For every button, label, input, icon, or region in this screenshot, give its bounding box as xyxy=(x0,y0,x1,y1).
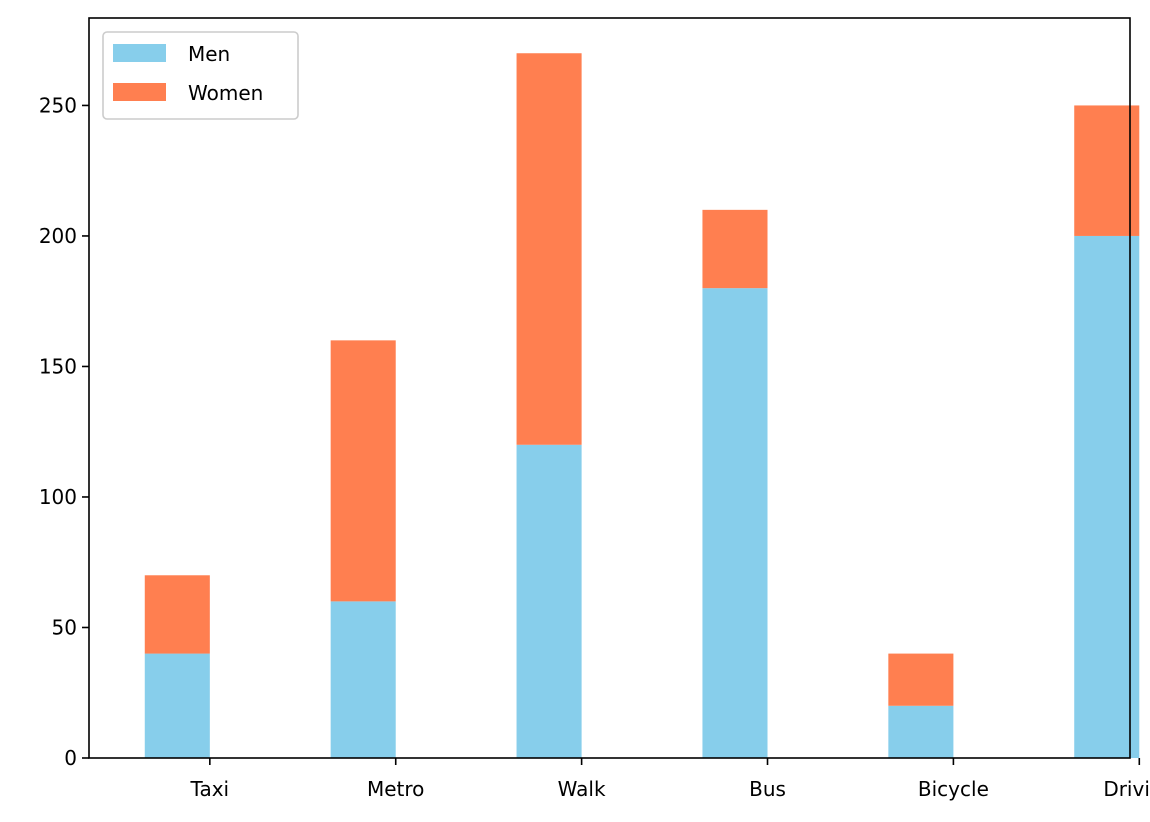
y-tick-label-250: 250 xyxy=(39,93,77,117)
bar-men-walk xyxy=(516,444,582,758)
x-tick-label-bicycle: Bicycle xyxy=(918,777,989,801)
bar-women-bus xyxy=(702,209,768,289)
bar-men-metro xyxy=(330,601,396,758)
bar-women-driving xyxy=(1074,105,1140,236)
bar-women-bicycle xyxy=(888,653,954,706)
x-tick-label-bus: Bus xyxy=(749,777,786,801)
x-tick-label-taxi: Taxi xyxy=(190,777,230,801)
legend: Men Women xyxy=(102,31,299,120)
bar-women-taxi xyxy=(144,575,210,654)
legend-label-men: Men xyxy=(188,42,230,66)
y-tick-label-200: 200 xyxy=(39,224,77,248)
y-tick-label-150: 150 xyxy=(39,354,77,378)
bars-layer xyxy=(144,53,1140,758)
bar-men-taxi xyxy=(144,653,210,758)
bar-women-metro xyxy=(330,340,396,602)
x-tick-label-walk: Walk xyxy=(558,777,606,801)
y-tick-label-0: 0 xyxy=(64,746,77,770)
axes-frame xyxy=(88,17,1131,759)
legend-label-women: Women xyxy=(188,81,263,105)
legend-swatch-women xyxy=(113,83,166,101)
axes-layer: 0 50 100 150 200 250 Taxi Metro Walk Bus Bicycle Dr… xyxy=(39,17,1150,801)
y-tick-label-100: 100 xyxy=(39,485,77,509)
x-tick-label-driving: Driving xyxy=(1103,777,1150,801)
bar-women-walk xyxy=(516,53,582,445)
legend-swatch-men xyxy=(113,44,166,62)
bar-men-driving xyxy=(1074,235,1140,758)
x-tick-label-metro: Metro xyxy=(367,777,424,801)
y-tick-label-50: 50 xyxy=(52,615,77,639)
bar-men-bicycle xyxy=(888,705,954,758)
bar-men-bus xyxy=(702,288,768,758)
